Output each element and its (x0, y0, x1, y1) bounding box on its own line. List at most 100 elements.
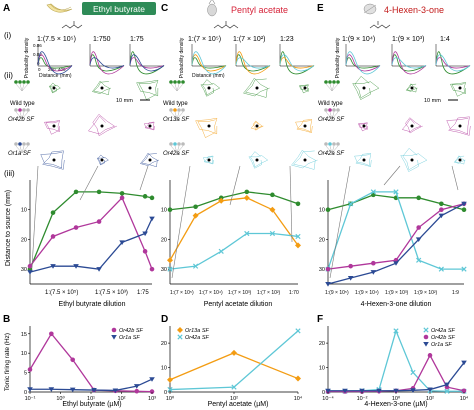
connector-line (229, 165, 241, 206)
dist-tick-1: 0 (38, 67, 41, 72)
odor-source (410, 86, 414, 90)
genotype-e-2: Or42b SF (318, 117, 344, 123)
x-axis-label-e-iii: 4-Hexen-3-one dilution (361, 301, 432, 308)
y-tick-label: 10 (319, 208, 325, 214)
dilution-e-1: 1:(9 × 10⁴) (342, 36, 375, 43)
neuron-dot (332, 108, 336, 112)
data-point (295, 328, 301, 334)
panel-letter-b: B (3, 314, 10, 325)
hist-curve (191, 57, 227, 69)
data-point (119, 195, 125, 201)
neuron-dot (328, 80, 332, 84)
neuron-dot (22, 108, 26, 112)
data-point (269, 206, 276, 213)
data-point (427, 353, 433, 358)
x-tick-label: 10² (426, 396, 434, 402)
data-point (27, 270, 33, 275)
y-tick-label: 20 (21, 237, 27, 243)
neuron-dot (336, 108, 340, 112)
data-point (461, 360, 467, 366)
data-point (439, 201, 444, 207)
neuron-axon (19, 111, 23, 120)
series-line (328, 362, 465, 392)
data-point (342, 388, 348, 394)
hist-curve (89, 57, 125, 69)
neuron-axon (170, 83, 178, 92)
larva-trajectory (298, 84, 309, 94)
genotype-diagrams (14, 80, 340, 154)
hist-curve (191, 54, 227, 72)
data-point (359, 388, 365, 394)
x-tick-label: 10⁴ (294, 395, 303, 402)
x-tick-e-4: 1:(9 × 10²) (414, 290, 438, 296)
data-point (370, 189, 376, 195)
series-line (327, 203, 465, 285)
data-point (192, 263, 199, 269)
neuron-axon (176, 111, 180, 120)
x-tick-e-1: 1:(9 × 10⁵) (325, 290, 349, 296)
data-point (393, 261, 399, 266)
hist-curve (235, 51, 271, 75)
connector-line (383, 165, 401, 186)
hist-curve (279, 54, 315, 72)
hist-curve (89, 51, 125, 75)
data-point (243, 194, 250, 201)
larva-trajectory (202, 155, 214, 165)
data-point (347, 276, 354, 281)
data-point (49, 331, 54, 337)
odor-source (100, 158, 104, 162)
neuron-axon (331, 111, 339, 120)
neuron-dot (26, 142, 30, 146)
hist-curve (435, 54, 471, 72)
genotype-a-3: Or1a SF (8, 151, 31, 157)
larva-trajectory (248, 151, 269, 169)
neuron-axon (331, 145, 339, 154)
y-tick-label: 20 (161, 341, 167, 347)
odor-source (100, 86, 104, 90)
dilution-c-2: 1:(7 × 10²) (233, 36, 266, 43)
data-point (149, 377, 155, 382)
data-point (149, 266, 155, 272)
odor-source (148, 124, 152, 128)
pineapple-icon (207, 0, 217, 17)
y-tick-label: 0 (164, 390, 167, 396)
hist-curve (279, 57, 315, 69)
neuron-dot (324, 142, 328, 146)
data-point (149, 216, 155, 222)
odor-label-c: Pentyl acetate (231, 5, 288, 15)
data-point (142, 194, 148, 199)
panel-letter-c: C (161, 3, 168, 14)
data-point (73, 264, 79, 269)
larva-trajectory (405, 83, 418, 93)
hist-curve (391, 57, 427, 69)
panel-letter-a: A (3, 3, 10, 14)
neuron-axon (19, 83, 23, 92)
row-label-i: (i) (4, 31, 11, 40)
panel-letter-f: F (317, 314, 323, 325)
legend-label: Or1a SF (431, 342, 452, 348)
data-point (133, 384, 140, 389)
data-point (415, 237, 422, 243)
neuron-dot (177, 108, 181, 112)
connector-line (171, 165, 191, 279)
neuron-axon (15, 111, 23, 120)
neuron-dot (324, 108, 328, 112)
x-tick-e-2: 1:(9 × 10⁴) (355, 290, 379, 296)
data-point (167, 257, 173, 264)
y-tick-label: 10 (21, 351, 27, 357)
neuron-axon (174, 145, 178, 154)
series-line (29, 332, 153, 393)
leaf-icon (363, 3, 377, 15)
genotype-e-3: Or42a SF (318, 151, 344, 157)
neuron-dot (332, 142, 336, 146)
odor-source (458, 86, 462, 90)
data-point (325, 282, 331, 287)
neuron-axon (176, 83, 184, 92)
series-line (169, 197, 299, 261)
odor-source (303, 158, 307, 162)
chart-c-iii: 10 20 30 (161, 180, 301, 285)
data-point (270, 192, 275, 198)
series-line (169, 352, 299, 381)
x-tick-label: 10³ (148, 396, 156, 402)
